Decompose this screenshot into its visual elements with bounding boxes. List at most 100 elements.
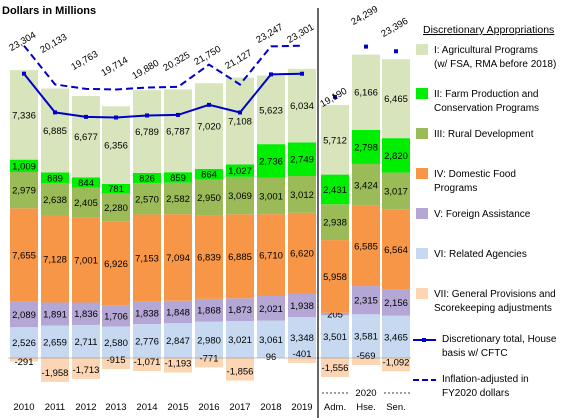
bar-segment xyxy=(226,298,254,322)
legend-swatch xyxy=(416,248,428,259)
bar-segment xyxy=(321,315,349,358)
data-label: 1,848 xyxy=(166,307,190,318)
legend-label: V: Foreign Assistance xyxy=(434,209,531,220)
bar-segment xyxy=(164,182,192,215)
bar-segment xyxy=(72,187,100,218)
bar-segment-negative xyxy=(226,358,254,381)
bar-segment xyxy=(72,217,100,303)
legend-label: II: Farm Production and xyxy=(434,89,539,100)
bar-segment xyxy=(226,321,254,358)
bar-segment-negative xyxy=(288,358,316,363)
x-tick-label: 2018 xyxy=(260,402,281,413)
data-label: 2,089 xyxy=(12,310,36,321)
bar-segment xyxy=(352,286,380,315)
data-label: 6,677 xyxy=(74,132,98,143)
data-label: 6,034 xyxy=(290,101,314,112)
data-label: 2,711 xyxy=(74,337,97,348)
data-label: 7,336 xyxy=(12,110,36,121)
data-label: 2,431 xyxy=(323,185,347,196)
total-label: 20,325 xyxy=(161,50,192,74)
legend-label: Scorekeeping adjustments xyxy=(434,303,552,314)
data-label-negative: -1,092 xyxy=(383,357,410,368)
data-label: 3,021 xyxy=(228,335,252,346)
data-label: 1,873 xyxy=(228,305,252,316)
bar-segment xyxy=(382,59,410,139)
bar-segment-negative xyxy=(10,358,38,362)
bar-segment xyxy=(102,326,130,358)
bar-segment xyxy=(195,83,223,169)
total-series-point xyxy=(145,113,149,118)
data-label: 6,839 xyxy=(197,253,221,264)
total-series-point xyxy=(364,44,368,49)
data-label-negative: -1,556 xyxy=(322,363,349,374)
legend-label: VI: Related Agencies xyxy=(434,249,527,260)
data-label: 6,465 xyxy=(384,94,408,105)
data-label: 6,926 xyxy=(104,259,128,270)
total-label: 23,301 xyxy=(285,22,316,46)
legend-label: Programs xyxy=(434,183,477,194)
data-label: 6,710 xyxy=(259,251,283,262)
bar-segment xyxy=(321,174,349,205)
data-label: 2,526 xyxy=(12,338,36,349)
total-label: 19,880 xyxy=(130,58,161,82)
data-label: 2,736 xyxy=(259,156,283,167)
data-label: 889 xyxy=(47,173,63,184)
bar-segment xyxy=(288,176,316,213)
data-label: 205 xyxy=(327,310,343,321)
bar-segment xyxy=(352,163,380,206)
data-label: 2,580 xyxy=(104,338,128,349)
data-label-negative: -569 xyxy=(356,351,375,362)
total-series-point xyxy=(394,49,398,54)
bar-segment xyxy=(226,77,254,165)
total-series-point xyxy=(176,112,180,117)
bar-segment xyxy=(41,215,69,303)
bar-segment xyxy=(133,173,161,184)
data-label: 844 xyxy=(78,178,94,189)
total-series-point xyxy=(238,110,242,115)
total-label: 21,127 xyxy=(223,48,254,72)
bar-segment xyxy=(10,171,38,209)
data-label: 3,001 xyxy=(259,191,283,202)
x-tick-label: 2019 xyxy=(291,402,312,413)
data-label: 6,789 xyxy=(135,127,159,138)
x-tick-label: 2011 xyxy=(45,402,65,413)
bar-segment-negative xyxy=(41,358,69,382)
data-label: 1,706 xyxy=(104,312,128,323)
data-label: 2,021 xyxy=(259,304,283,315)
legend-label: III: Rural Development xyxy=(434,129,534,140)
bar-segment xyxy=(257,214,285,296)
data-label: 864 xyxy=(201,170,217,181)
bar-segment-negative xyxy=(102,358,130,370)
legend-label: IV: Domestic Food xyxy=(434,169,516,180)
x-tick-label: 2014 xyxy=(136,402,157,413)
data-label-negative: -1,193 xyxy=(165,359,192,370)
bar-segment xyxy=(382,289,410,316)
total-series-point xyxy=(300,71,304,76)
data-label: 5,712 xyxy=(323,135,347,146)
bar-segment-negative xyxy=(164,358,192,373)
total-label: 21,750 xyxy=(192,44,223,68)
bar-segment xyxy=(10,159,38,172)
data-label: 2,659 xyxy=(43,337,67,348)
bar-segment xyxy=(41,172,69,184)
data-label: 7,655 xyxy=(12,251,36,262)
legend-title: Discretionary Appropriations xyxy=(423,24,554,36)
data-label: 6,620 xyxy=(290,249,314,260)
bar-segment xyxy=(352,205,380,287)
bar-segment xyxy=(321,240,349,313)
data-label: 2,798 xyxy=(354,142,378,153)
data-label: 7,020 xyxy=(197,122,221,133)
bar-segment xyxy=(72,324,100,358)
data-label: 3,581 xyxy=(354,332,378,343)
bar-segment xyxy=(164,89,192,173)
bar-segment xyxy=(72,177,100,188)
bar-segment xyxy=(102,221,130,306)
bar-segment xyxy=(41,88,69,173)
data-label: 2,847 xyxy=(166,336,190,347)
legend-swatch xyxy=(416,168,428,179)
bar-segment xyxy=(382,315,410,358)
legend-label: basis w/ CFTC xyxy=(442,348,508,359)
data-label-negative: -771 xyxy=(199,353,218,364)
